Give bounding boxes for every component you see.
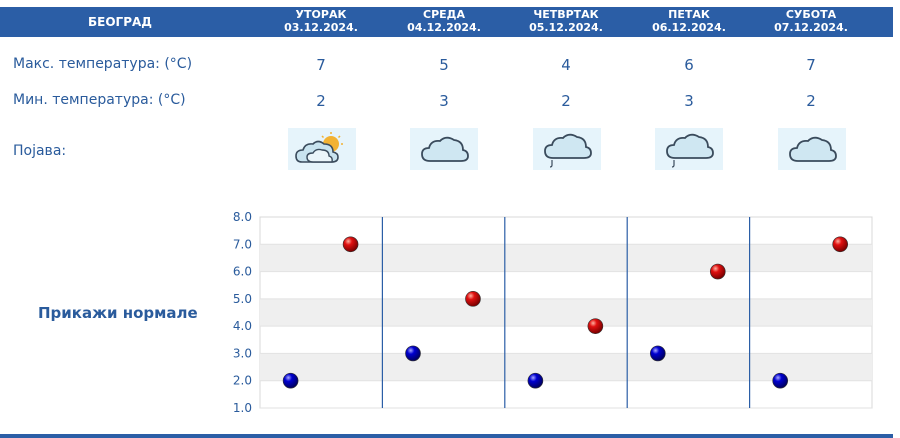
min-temp-value: 2 (316, 92, 326, 110)
y-tick-label: 4.0 (233, 319, 252, 333)
min-temp-label: Мин. температура: (°C) (13, 92, 186, 108)
min-temp-point (649, 345, 666, 362)
footer-divider (0, 434, 893, 438)
max-temp-point (587, 318, 604, 334)
cloudy-icon (778, 128, 846, 170)
forecast-header-bar: БЕОГРАД УТОРАК 03.12.2024. СРЕДА 04.12.2… (0, 7, 893, 37)
min-temp-value: 2 (561, 92, 571, 110)
grid-band (260, 244, 872, 272)
day-date: 03.12.2024. (284, 21, 358, 34)
max-temp-value: 7 (316, 56, 326, 74)
day-header-1: УТОРАК 03.12.2024. (260, 8, 382, 36)
max-temp-point (465, 291, 481, 307)
max-temp-value: 6 (684, 56, 694, 74)
max-temp-label: Макс. температура: (°C) (13, 56, 193, 72)
day-name: ЧЕТВРТАК (533, 8, 599, 21)
min-temp-value: 2 (806, 92, 816, 110)
day-header-5: СУБОТА 07.12.2024. (750, 8, 872, 36)
day-name: ПЕТАК (668, 8, 710, 21)
day-name: СУБОТА (785, 8, 837, 21)
min-temp-point (405, 345, 421, 362)
max-temp-value: 7 (806, 56, 816, 74)
day-name: СРЕДА (423, 8, 465, 21)
day-header-3: ЧЕТВРТАК 05.12.2024. (505, 8, 627, 36)
max-temp-value: 4 (561, 56, 571, 74)
max-temp-point (832, 236, 848, 253)
day-header-2: СРЕДА 04.12.2024. (383, 8, 505, 36)
y-tick-label: 8.0 (233, 210, 252, 224)
y-tick-label: 1.0 (233, 401, 252, 415)
cloud-rain-icon (655, 128, 723, 170)
y-tick-label: 2.0 (233, 374, 252, 388)
y-tick-label: 7.0 (233, 237, 252, 251)
day-header-4: ПЕТАК 06.12.2024. (628, 8, 750, 36)
max-temp-point (342, 236, 359, 253)
day-date: 04.12.2024. (407, 21, 481, 34)
grid-band (260, 298, 872, 327)
partly-cloudy-sun-icon (288, 128, 356, 170)
grid-band (260, 353, 872, 381)
day-date: 06.12.2024. (652, 21, 726, 34)
cloudy-icon (410, 128, 478, 170)
show-normals-button[interactable]: Прикажи нормале (38, 304, 198, 322)
max-temp-value: 5 (439, 56, 449, 74)
min-temp-point (772, 372, 789, 389)
y-tick-label: 6.0 (233, 265, 252, 279)
min-temp-point (527, 372, 544, 389)
day-name: УТОРАК (295, 8, 347, 21)
phenomenon-label: Појава: (13, 143, 67, 159)
max-temp-point (709, 263, 726, 280)
min-temp-point (282, 372, 299, 389)
min-temp-value: 3 (439, 92, 449, 110)
city-name: БЕОГРАД (88, 15, 152, 29)
y-tick-label: 3.0 (233, 346, 252, 360)
y-tick-label: 5.0 (233, 292, 252, 306)
min-temp-value: 3 (684, 92, 694, 110)
cloud-rain-icon (533, 128, 601, 170)
day-date: 05.12.2024. (529, 21, 603, 34)
day-date: 07.12.2024. (774, 21, 848, 34)
